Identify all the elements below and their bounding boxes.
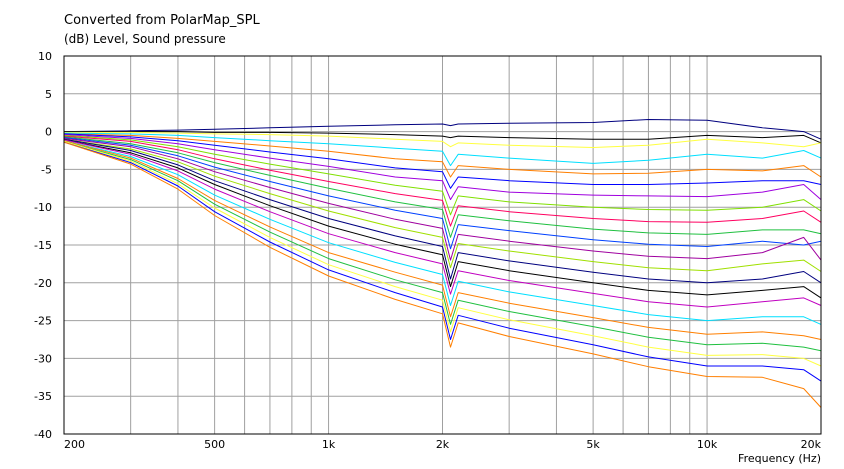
- series-line-21: [63, 141, 822, 382]
- series-line-10: [63, 136, 822, 238]
- x-tick-label: 200: [64, 438, 85, 451]
- y-tick-label: -35: [34, 390, 52, 403]
- series-line-22: [63, 141, 822, 408]
- x-tick-label: 500: [204, 438, 225, 451]
- chart-title: Converted from PolarMap_SPL: [64, 13, 260, 28]
- series-line-18: [63, 140, 822, 340]
- y-tick-label: -15: [34, 239, 52, 252]
- series-line-13: [63, 138, 822, 272]
- series-line-17: [63, 140, 822, 325]
- grid-lines: [63, 55, 822, 435]
- y-tick-label: -40: [34, 428, 52, 441]
- y-tick-label: 5: [45, 88, 52, 101]
- series-line-11: [63, 137, 822, 250]
- x-axis-label: Frequency (Hz): [738, 452, 821, 465]
- y-tick-labels: 10 5 0 -5 -10 -15 -20 -25 -30 -35 -40: [34, 50, 52, 441]
- y-tick-label: 0: [45, 126, 52, 139]
- series-line-12: [63, 137, 822, 261]
- series-line-1: [63, 119, 822, 140]
- plot-frame: [63, 55, 822, 435]
- x-tick-label: 1k: [322, 438, 336, 451]
- series-line-2: [64, 131, 822, 144]
- series-line-20: [63, 140, 822, 367]
- x-tick-label: 20k: [801, 438, 822, 451]
- series-lines: [63, 119, 822, 408]
- series-line-19: [63, 140, 822, 352]
- series-line-4: [63, 132, 822, 167]
- series-line-7: [63, 134, 822, 201]
- x-tick-label: 10k: [697, 438, 718, 451]
- series-line-15: [63, 139, 822, 299]
- series-line-3: [64, 131, 822, 148]
- y-tick-label: -25: [34, 315, 52, 328]
- series-line-14: [63, 138, 822, 284]
- chart-subtitle: (dB) Level, Sound pressure: [64, 32, 226, 46]
- y-tick-label: -5: [41, 163, 52, 176]
- y-tick-label: -20: [34, 277, 52, 290]
- series-line-5: [63, 133, 822, 178]
- y-tick-label: -10: [34, 201, 52, 214]
- y-tick-label: -30: [34, 352, 52, 365]
- series-line-9: [63, 135, 822, 227]
- x-tick-label: 2k: [436, 438, 450, 451]
- series-line-6: [63, 133, 822, 189]
- y-tick-label: 10: [38, 50, 52, 63]
- x-tick-labels: 200 500 1k 2k 5k 10k 20k: [64, 438, 822, 451]
- series-line-8: [63, 134, 822, 216]
- x-tick-label: 5k: [586, 438, 600, 451]
- series-line-16: [63, 139, 822, 308]
